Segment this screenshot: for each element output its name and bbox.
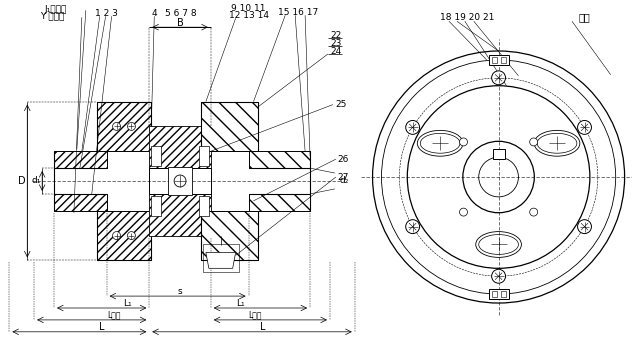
Bar: [152, 146, 161, 166]
Circle shape: [373, 51, 624, 303]
Circle shape: [127, 122, 136, 130]
Text: L₁: L₁: [236, 299, 245, 308]
Circle shape: [406, 220, 420, 234]
Text: J₁型轴孔: J₁型轴孔: [44, 5, 67, 14]
Polygon shape: [201, 211, 259, 260]
Text: B: B: [177, 18, 183, 28]
Text: 标志: 标志: [578, 12, 590, 22]
Text: 27: 27: [338, 173, 349, 182]
Circle shape: [113, 232, 120, 239]
Circle shape: [127, 232, 136, 239]
Polygon shape: [249, 151, 310, 168]
Text: s: s: [178, 286, 183, 295]
Circle shape: [578, 220, 592, 234]
Text: d₂: d₂: [340, 177, 349, 186]
Text: 1 2 3: 1 2 3: [95, 9, 118, 18]
Circle shape: [491, 269, 505, 283]
Text: 18 19 20 21: 18 19 20 21: [439, 13, 494, 22]
Polygon shape: [201, 102, 259, 151]
Text: 9 10 11: 9 10 11: [231, 4, 266, 13]
Polygon shape: [97, 102, 152, 151]
Circle shape: [113, 122, 120, 130]
Bar: [152, 196, 161, 216]
Bar: [199, 196, 209, 216]
Polygon shape: [150, 126, 211, 168]
Text: L₁: L₁: [123, 299, 132, 308]
Circle shape: [382, 60, 616, 294]
Polygon shape: [97, 211, 152, 260]
Bar: [489, 289, 508, 299]
Text: 24: 24: [330, 47, 341, 56]
Bar: [491, 57, 496, 63]
Circle shape: [578, 121, 592, 134]
Text: D: D: [18, 176, 26, 186]
Circle shape: [406, 121, 420, 134]
Polygon shape: [54, 151, 107, 168]
Polygon shape: [206, 252, 236, 268]
Text: 26: 26: [338, 155, 349, 164]
Bar: [491, 291, 496, 297]
Text: d₁: d₁: [32, 177, 41, 186]
Text: 5 6 7 8: 5 6 7 8: [165, 9, 197, 18]
Circle shape: [174, 175, 186, 187]
Bar: [501, 291, 505, 297]
Circle shape: [529, 208, 538, 216]
Circle shape: [529, 138, 538, 146]
Bar: [489, 55, 508, 65]
Polygon shape: [249, 194, 310, 211]
Circle shape: [460, 138, 467, 146]
Text: 15 16 17: 15 16 17: [278, 8, 318, 17]
Bar: [501, 57, 505, 63]
Text: L: L: [260, 322, 265, 332]
Circle shape: [463, 141, 534, 213]
Polygon shape: [54, 194, 107, 211]
Circle shape: [460, 208, 467, 216]
Bar: [493, 149, 505, 159]
Text: 12 13 14: 12 13 14: [228, 11, 269, 20]
Text: L: L: [99, 322, 105, 332]
Polygon shape: [150, 194, 211, 236]
Circle shape: [479, 157, 519, 197]
Text: 4: 4: [152, 9, 157, 18]
Circle shape: [491, 71, 505, 85]
Text: 25: 25: [335, 100, 346, 109]
Circle shape: [407, 86, 590, 268]
Bar: [168, 167, 192, 195]
Text: L推荐: L推荐: [249, 311, 262, 320]
Text: 23: 23: [330, 38, 341, 47]
Text: L推荐: L推荐: [107, 311, 120, 320]
Text: 22: 22: [330, 31, 341, 39]
Text: Y 型轴孔: Y 型轴孔: [40, 12, 65, 21]
Bar: [199, 146, 209, 166]
